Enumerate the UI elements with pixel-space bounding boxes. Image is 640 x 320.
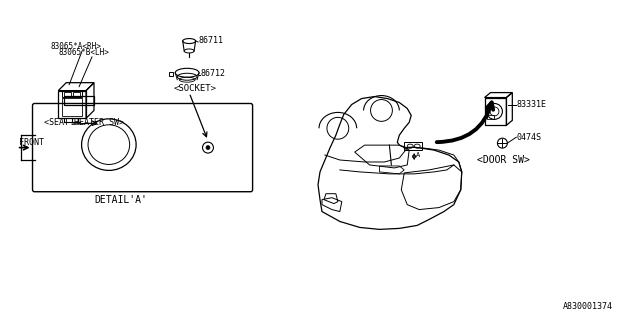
Text: <DOOR SW>: <DOOR SW> [477,155,529,165]
Text: FRONT: FRONT [19,138,44,147]
Text: <SEAT HEATER SW>: <SEAT HEATER SW> [44,118,124,127]
Text: DETAIL'A': DETAIL'A' [94,195,147,204]
Text: 0474S: 0474S [516,133,541,142]
Text: 86711: 86711 [198,36,223,45]
Text: A830001374: A830001374 [563,302,612,311]
Text: 83065*A<RH>: 83065*A<RH> [51,42,101,51]
Text: 86712: 86712 [200,69,225,78]
Text: A: A [416,152,420,158]
Text: <SOCKET>: <SOCKET> [173,84,216,92]
Text: 83331E: 83331E [516,100,547,109]
Text: 83065*B<LH>: 83065*B<LH> [58,48,109,57]
Circle shape [206,146,210,149]
